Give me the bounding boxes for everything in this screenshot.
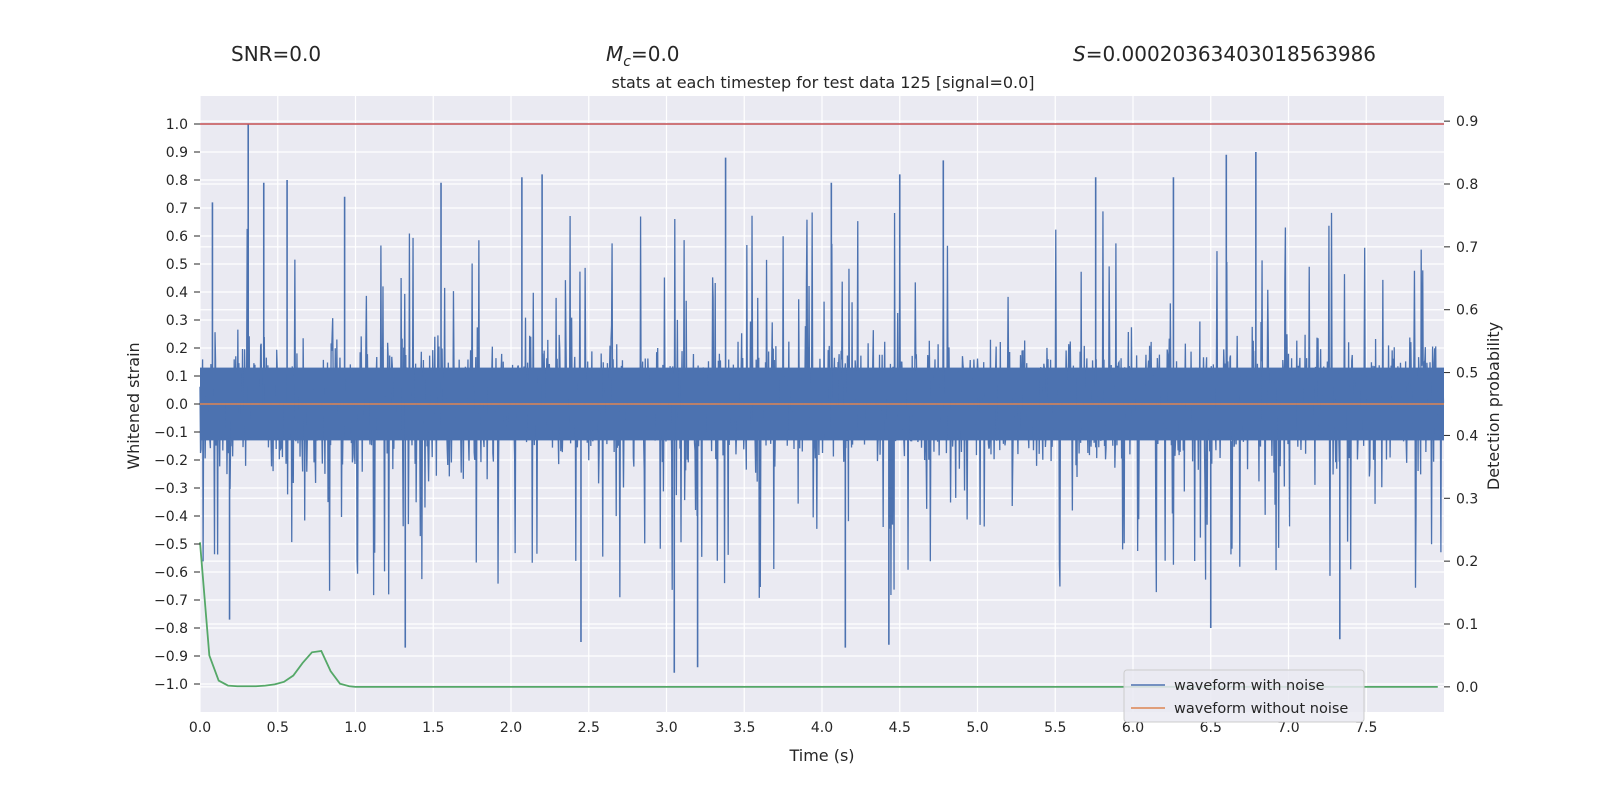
y-tick-label: 0.5 (166, 257, 188, 273)
y-tick-label: −0.7 (154, 593, 188, 609)
y-tick-label: 0.9 (166, 145, 188, 161)
y-tick-label: 0.0 (166, 397, 188, 413)
y-tick-label: 1.0 (166, 117, 188, 133)
y-tick-label: −0.5 (154, 537, 188, 553)
x-tick-label: 4.5 (889, 720, 911, 736)
y-tick-label: 0.1 (166, 369, 188, 385)
s-symbol: S (1073, 42, 1086, 66)
y-tick-label: −1.0 (154, 677, 188, 693)
y-right-tick-label: 0.8 (1456, 177, 1478, 193)
x-tick-label: 5.0 (966, 720, 988, 736)
y-right-tick-label: 0.7 (1456, 240, 1478, 256)
y-tick-label: 0.6 (166, 229, 188, 245)
x-tick-label: 3.5 (733, 720, 755, 736)
x-tick-label: 3.0 (655, 720, 677, 736)
x-tick-label: 7.5 (1355, 720, 1377, 736)
x-tick-label: 6.5 (1200, 720, 1222, 736)
x-tick-label: 6.0 (1122, 720, 1144, 736)
snr-stat: SNR=0.0 (231, 42, 321, 66)
x-tick-label: 0.0 (189, 720, 211, 736)
y-tick-label: 0.8 (166, 173, 188, 189)
chirp-mass-value: =0.0 (631, 42, 680, 66)
y-right-tick-label: 0.9 (1456, 114, 1478, 130)
x-ticks: 0.0 0.5 1.0 1.5 2.0 2.5 3.0 3.5 4.0 4.5 5.0 5.5 6.0 6… (189, 720, 1378, 736)
x-axis-label: Time (s) (788, 746, 854, 765)
x-tick-label: 5.5 (1044, 720, 1066, 736)
y-tick-label: −0.4 (154, 509, 188, 525)
noise-waveform-line (199, 211, 1445, 598)
s-value: =0.00020363403018563986 (1086, 42, 1376, 66)
y-tick-label: −0.2 (154, 453, 188, 469)
y-tick-label: −0.6 (154, 565, 188, 581)
y-axis-label: Whitened strain (124, 342, 143, 469)
y-tick-label: 0.3 (166, 313, 188, 329)
legend-box (1123, 669, 1365, 723)
y-right-tick-label: 0.6 (1456, 303, 1478, 319)
y-right-tick-label: 0.4 (1456, 428, 1478, 444)
chirp-mass-stat: Mc=0.0 (606, 42, 680, 70)
y-right-tick-label: 0.3 (1456, 491, 1478, 507)
y-ticks-right: 0.9 0.8 0.7 0.6 0.5 0.4 0.3 0.2 0.1 0.0 (1444, 114, 1478, 696)
y-tick-label: 0.4 (166, 285, 188, 301)
x-tick-label: 0.5 (267, 720, 289, 736)
s-stat: S=0.00020363403018563986 (1073, 42, 1376, 66)
legend-label-noise: waveform with noise (1174, 678, 1325, 694)
y-tick-label: 0.7 (166, 201, 188, 217)
chirp-mass-subscript: c (623, 54, 631, 70)
legend: waveform with noise waveform without noi… (1123, 669, 1365, 723)
y-right-tick-label: 0.2 (1456, 554, 1478, 570)
y-ticks: 1.0 0.9 0.8 0.7 0.6 0.5 0.4 0.3 0.2 0.1 0.0 −0.1 −0.… (154, 117, 200, 693)
y-tick-label: 0.2 (166, 341, 188, 357)
y-axis-right-label: Detection probability (1484, 322, 1503, 490)
y-right-tick-label: 0.5 (1456, 366, 1478, 382)
y-right-tick-label: 0.1 (1456, 617, 1478, 633)
x-tick-label: 4.0 (811, 720, 833, 736)
y-tick-label: −0.8 (154, 621, 188, 637)
x-tick-label: 7.0 (1277, 720, 1299, 736)
series-layer (199, 123, 1445, 688)
chirp-mass-symbol: M (606, 42, 623, 66)
x-tick-label: 2.0 (500, 720, 522, 736)
chart-title: stats at each timestep for test data 125… (611, 73, 1034, 92)
x-tick-label: 2.5 (578, 720, 600, 736)
legend-label-clean: waveform without noise (1174, 701, 1348, 717)
y-tick-label: −0.3 (154, 481, 188, 497)
x-tick-label: 1.5 (422, 720, 444, 736)
y-tick-label: −0.1 (154, 425, 188, 441)
x-tick-label: 1.0 (344, 720, 366, 736)
y-right-tick-label: 0.0 (1456, 680, 1478, 696)
detection-probability-line (199, 542, 1438, 688)
y-tick-label: −0.9 (154, 649, 188, 665)
